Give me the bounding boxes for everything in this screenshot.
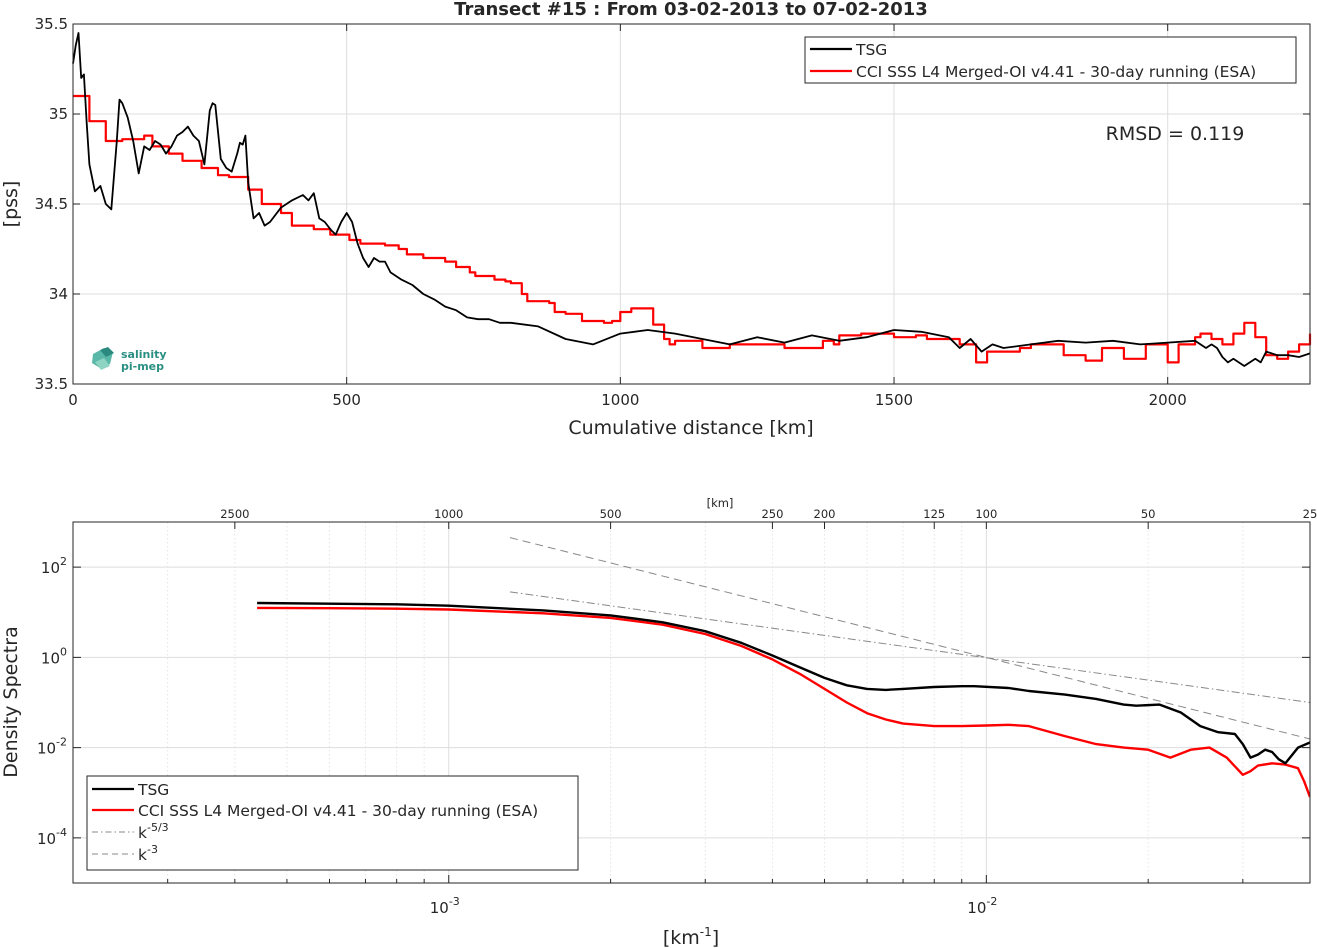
top-tick-label: 200 [814,507,836,521]
plot-frame [72,521,1311,884]
y-tick-label: 10-4 [37,826,67,848]
x-tick-label: 0 [68,391,78,409]
top-tick-label: 500 [600,507,622,521]
top-tick-label: 100 [975,507,997,521]
top-axis-label: [km] [707,496,734,510]
series-line-k3 [509,537,1310,740]
y-tick-label: 102 [41,555,67,577]
legend-box [86,775,579,871]
series-line-tsg [257,601,1310,765]
y-tick-label: 10-2 [37,736,67,758]
top-tick-label: 25 [1303,507,1317,521]
legend-label-cci: CCI SSS L4 Merged-OI v4.41 - 30-day runn… [856,63,1256,81]
legend-label-k3: k-3 [138,843,158,864]
legend: TSG CCI SSS L4 Merged-OI v4.41 - 30-day … [804,36,1297,84]
legend-label-tsg: TSG [855,41,887,59]
top-tick-label: 2500 [220,507,249,521]
series-group [72,32,1312,367]
y-axis-label: Density Spectra [0,626,22,777]
top-tick-label: 1000 [434,507,463,521]
y-axis-label: [pss] [0,181,22,228]
series-line-cci [257,606,1310,798]
series-group [257,537,1310,798]
series-line-cci [73,94,1312,364]
legend-label-k53: k-5/3 [138,821,169,842]
y-tick-label: 34.5 [35,195,68,213]
y-tick-label: 33.5 [35,375,68,393]
top-tick-label: 50 [1141,507,1156,521]
series-line-k53 [509,591,1310,703]
x-axis-label: [km-1] [663,925,719,948]
legend: TSG CCI SSS L4 Merged-OI v4.41 - 30-day … [86,775,579,871]
y-tick-label: 35 [49,105,68,123]
rmsd-annotation: RMSD = 0.119 [1106,123,1245,145]
x-tick-label: 1500 [875,391,913,409]
x-tick-label: 10-3 [430,895,460,917]
chart-title: Transect #15 : From 03-02-2013 to 07-02-… [454,0,928,20]
y-tick-label: 100 [41,645,67,667]
legend-label-cci: CCI SSS L4 Merged-OI v4.41 - 30-day runn… [138,802,538,820]
axis-ticks: 102 100 10-2 10-4 10-3 10-2 2500 1000 500 250 200 1… [37,507,1317,917]
x-tick-label: 500 [332,391,361,409]
logo-text-top: salinity [121,348,167,361]
x-axis-label: Cumulative distance [km] [568,417,813,439]
y-tick-label: 35.5 [35,15,68,33]
salinity-pi-mep-logo: salinity pi-mep [92,347,167,373]
legend-label-tsg: TSG [137,781,169,799]
top-tick-label: 125 [923,507,945,521]
series-line-tsg [72,32,1311,367]
legend-box [804,36,1297,84]
top-tick-label: 250 [761,507,783,521]
x-tick-label: 1000 [601,391,639,409]
axis-ticks: 0 500 1000 1500 2000 33.5 34 34.5 35 35.5 [35,15,1310,409]
x-tick-label: 2000 [1149,391,1187,409]
y-tick-label: 34 [49,285,68,303]
density-spectra-chart: 102 100 10-2 10-4 10-3 10-2 2500 1000 500 250 200 1… [0,496,1317,948]
logo-text-bottom: pi-mep [121,360,164,373]
salinity-transect-chart: Transect #15 : From 03-02-2013 to 07-02-… [0,0,1312,439]
x-tick-label: 10-2 [967,895,997,917]
